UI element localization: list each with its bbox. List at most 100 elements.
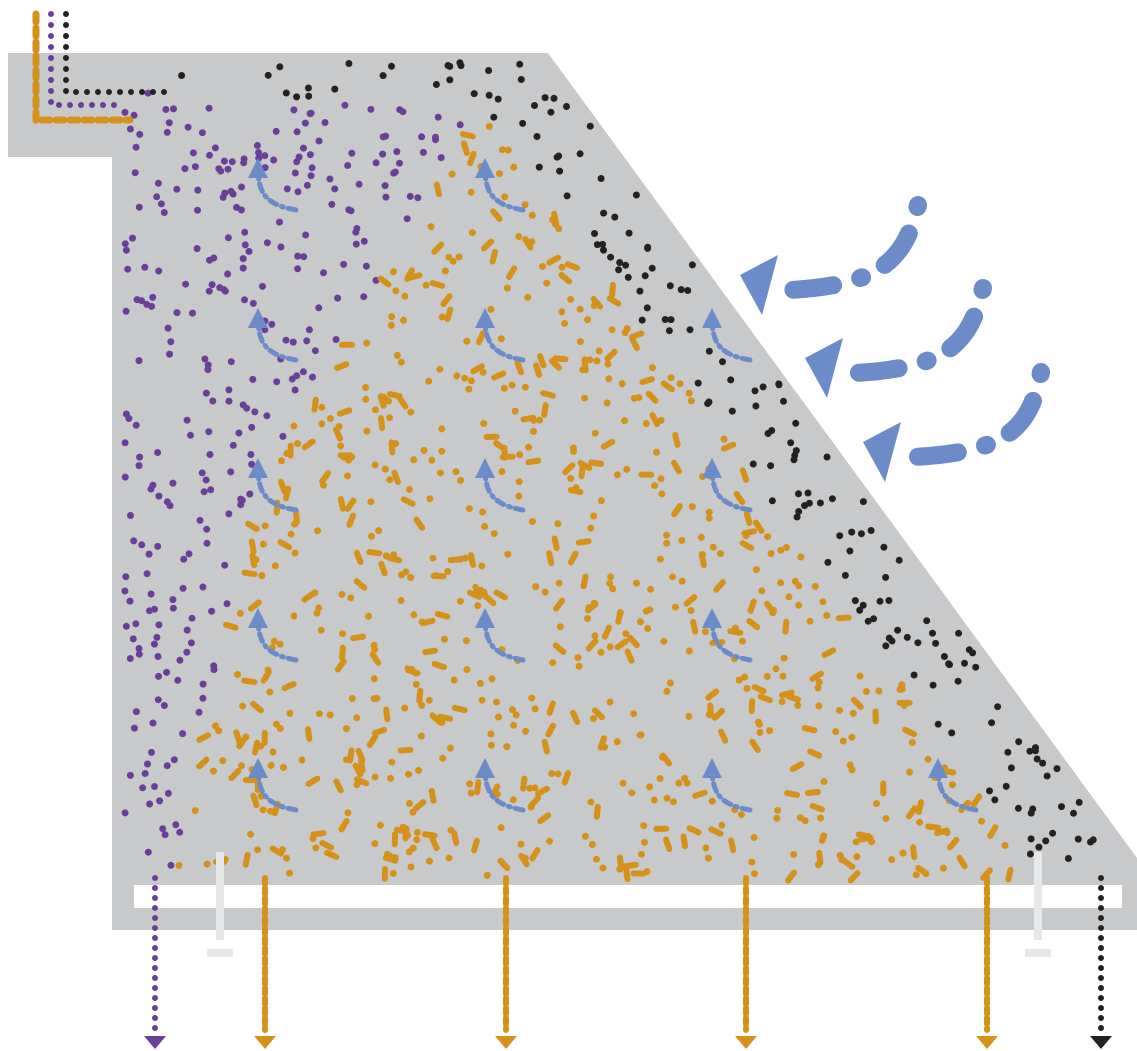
particle-dash: [570, 709, 581, 726]
particle: [248, 423, 256, 431]
particle: [686, 326, 694, 334]
particle: [888, 856, 896, 863]
particle: [126, 597, 134, 605]
particle: [144, 760, 151, 768]
particle: [954, 677, 962, 685]
particle: [600, 209, 608, 217]
particle: [805, 499, 813, 507]
particle: [924, 755, 932, 763]
particle: [193, 245, 201, 253]
particle: [247, 451, 255, 458]
particle: [991, 796, 999, 804]
particle: [554, 770, 562, 778]
particle: [401, 704, 409, 712]
particle: [194, 206, 201, 214]
particle: [196, 516, 204, 524]
particle: [438, 719, 446, 726]
particle: [132, 421, 140, 429]
particle: [125, 415, 133, 422]
particle: [247, 830, 254, 838]
particle: [743, 685, 751, 692]
particle: [659, 753, 666, 761]
particle: [727, 376, 735, 384]
particle-dash: [250, 792, 260, 809]
particle: [616, 259, 624, 266]
particle: [779, 672, 787, 680]
particle: [283, 854, 291, 862]
particle: [432, 81, 440, 88]
particle: [283, 185, 291, 193]
particle: [172, 821, 180, 829]
particle: [705, 514, 713, 522]
particle: [849, 709, 857, 717]
particle: [344, 472, 351, 480]
particle-dash: [850, 696, 864, 710]
particle-dash: [472, 583, 483, 599]
particle: [170, 105, 177, 113]
particle: [613, 471, 621, 479]
particle: [311, 589, 319, 597]
particle: [836, 707, 843, 714]
particle: [510, 721, 518, 729]
particle: [651, 482, 659, 490]
particle: [611, 213, 619, 221]
particle: [121, 473, 129, 481]
particle: [211, 722, 219, 730]
particle-dash: [319, 470, 332, 485]
particle: [418, 133, 426, 141]
particle: [318, 420, 326, 428]
particle: [170, 756, 178, 764]
particle: [702, 844, 710, 852]
particle: [169, 479, 177, 487]
particle: [704, 400, 712, 407]
valves: [207, 852, 1051, 957]
particle: [875, 687, 883, 695]
particle: [932, 639, 940, 647]
particle: [202, 476, 210, 484]
particle: [756, 720, 763, 728]
particle: [636, 287, 644, 295]
particle: [764, 533, 772, 541]
particle: [407, 408, 415, 416]
particle: [291, 520, 299, 528]
particle: [667, 374, 675, 382]
particle: [269, 748, 277, 756]
particle: [604, 360, 612, 368]
particle-dash: [386, 555, 403, 564]
particle: [441, 635, 448, 643]
particle-dash: [809, 803, 826, 813]
particle: [516, 60, 524, 68]
particle-dash: [319, 840, 335, 851]
particle-dash: [391, 469, 401, 485]
particle: [326, 175, 334, 183]
particle-dash: [660, 380, 675, 393]
particle-dash: [649, 412, 660, 428]
particle: [649, 364, 656, 372]
particle: [597, 648, 605, 656]
particle: [388, 62, 395, 70]
particle-dash: [537, 353, 547, 369]
particle: [291, 386, 299, 394]
particle: [121, 439, 129, 447]
particle: [772, 665, 780, 673]
particle-dash: [590, 296, 604, 310]
circulation-arrow: [475, 308, 526, 363]
particle: [478, 696, 486, 704]
particle: [876, 597, 884, 605]
particle-dash: [581, 357, 589, 374]
particle: [308, 164, 316, 172]
particle-dash: [386, 391, 403, 400]
particle-dash: [785, 869, 798, 884]
particle-dash: [733, 491, 746, 506]
particle: [591, 429, 599, 437]
particle: [141, 263, 149, 271]
particle: [581, 832, 589, 840]
particle: [221, 561, 229, 569]
particle-dash: [444, 306, 454, 323]
particle: [271, 562, 279, 570]
particle: [988, 719, 996, 727]
particle: [363, 339, 371, 347]
particle-dash: [311, 396, 319, 413]
particle: [461, 554, 469, 562]
particle: [179, 730, 187, 738]
